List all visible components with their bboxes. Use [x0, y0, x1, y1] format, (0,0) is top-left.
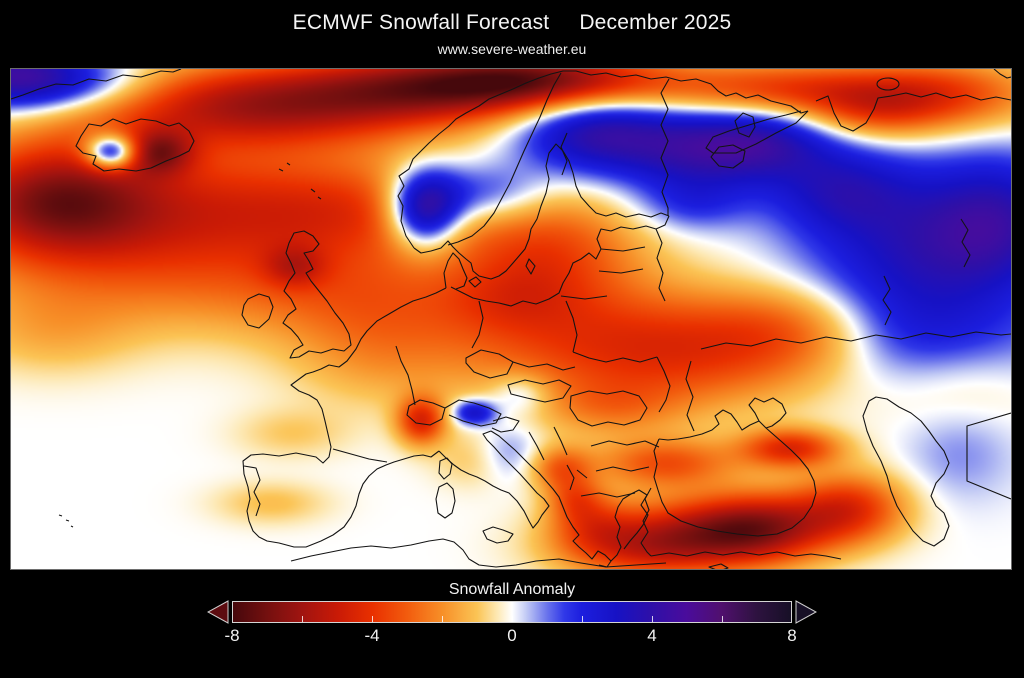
border-path [566, 464, 575, 491]
colorbar-left-arrow-icon [207, 600, 229, 624]
border-path [815, 92, 1011, 132]
border-path [471, 300, 484, 349]
colorbar-bar-wrap: -8 -4 0 4 8 [224, 601, 797, 645]
border-path [598, 268, 644, 274]
border-path [468, 276, 482, 288]
border-path [290, 538, 667, 568]
border-path [685, 360, 695, 432]
border-path [565, 300, 578, 353]
border-path [241, 293, 274, 329]
border-path [243, 465, 261, 517]
colorbar-tick [302, 616, 303, 622]
border-path [397, 70, 809, 249]
border-path [640, 487, 652, 557]
colorbar-tick [652, 616, 653, 622]
border-path [11, 69, 182, 100]
border-path [560, 295, 608, 300]
border-path [653, 420, 817, 537]
page-title-period: December 2025 [579, 11, 732, 34]
border-path [734, 112, 756, 138]
border-path [595, 466, 650, 472]
colorbar-tick-label: -4 [364, 626, 380, 645]
border-path [395, 345, 416, 406]
border-path [748, 397, 787, 429]
border-path [332, 448, 388, 463]
border-path [658, 409, 760, 441]
border-path [656, 356, 671, 413]
anomaly-field-canvas [11, 69, 1011, 569]
border-path [882, 275, 892, 326]
border-path [447, 72, 562, 246]
colorbar-tick-label: 0 [507, 626, 517, 645]
border-path [610, 489, 649, 562]
border-path [443, 252, 468, 290]
border-path [708, 563, 729, 569]
colorbar-tick [722, 616, 723, 622]
border-path [960, 218, 971, 268]
border-path [435, 482, 456, 519]
page-title: ECMWF Snowfall Forecast December 2025 [0, 11, 1024, 35]
border-path [580, 492, 636, 498]
border-path [491, 416, 520, 433]
border-path [413, 143, 670, 280]
page-title-product: ECMWF Snowfall Forecast [292, 11, 550, 34]
border-path [465, 349, 514, 379]
border-path [993, 69, 1011, 79]
border-path [576, 469, 588, 479]
border-path [282, 230, 352, 359]
colorbar-tick [372, 616, 373, 622]
border-path [560, 132, 568, 176]
border-path [876, 77, 900, 91]
colorbar-right-arrow-icon [795, 600, 817, 624]
border-path [600, 246, 646, 252]
border-path [710, 144, 746, 169]
border-path [438, 457, 453, 480]
border-path [490, 430, 612, 568]
site-url: www.severe-weather.eu [437, 41, 587, 57]
border-path [528, 431, 545, 461]
border-path [444, 399, 502, 427]
border-path [512, 361, 576, 371]
border-path [660, 78, 670, 216]
forecast-map [10, 68, 1012, 570]
border-path [650, 551, 842, 560]
colorbar-tick [442, 616, 443, 622]
border-path [572, 351, 658, 363]
country-borders-overlay [11, 69, 1011, 569]
border-path [966, 412, 1011, 500]
border-path [705, 110, 809, 154]
colorbar-label: Snowfall Anomaly [448, 581, 576, 598]
colorbar-tick [582, 616, 583, 622]
border-path [438, 430, 550, 529]
border-path [482, 526, 514, 544]
border-path [58, 514, 74, 528]
border-path [862, 396, 950, 547]
border-path [75, 118, 195, 172]
colorbar-tick [512, 616, 513, 622]
border-path [700, 331, 1011, 350]
border-path [655, 228, 666, 302]
border-path [553, 426, 568, 456]
border-path [406, 399, 446, 426]
border-path [569, 390, 648, 427]
border-path [590, 440, 660, 448]
colorbar-tick-label: -8 [224, 626, 240, 645]
colorbar-tick-label: 4 [647, 626, 657, 645]
border-path [450, 215, 670, 307]
border-path [242, 287, 447, 548]
border-path [525, 258, 536, 275]
colorbar: -8 -4 0 4 8 [0, 600, 1024, 645]
border-path [507, 379, 572, 403]
colorbar-tick-label: 8 [787, 626, 797, 645]
border-path [278, 162, 322, 200]
